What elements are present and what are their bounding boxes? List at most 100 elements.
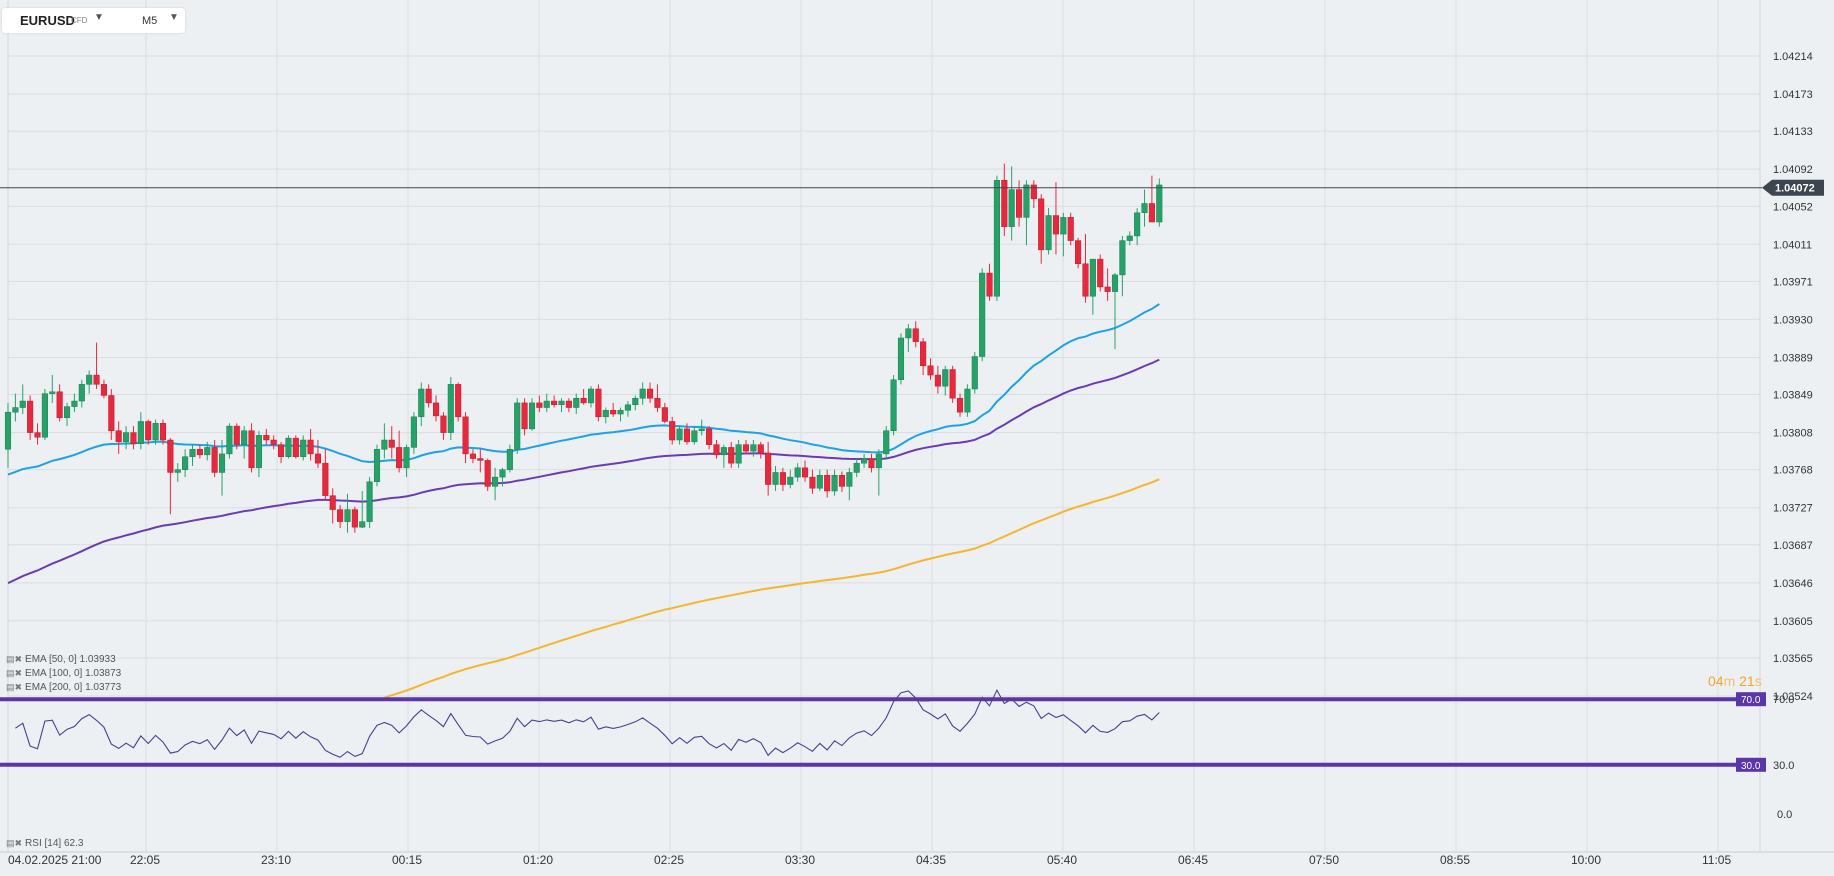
- price-axis[interactable]: 1.04214 1.04173 1.04133 1.04092 1.04052 1.040…: [0, 51, 1824, 703]
- candle[interactable]: [211, 440, 218, 478]
- candle[interactable]: [152, 419, 159, 445]
- candle[interactable]: [565, 398, 572, 413]
- candle[interactable]: [1001, 163, 1008, 236]
- candle[interactable]: [410, 412, 417, 454]
- candle[interactable]: [912, 321, 919, 348]
- candle[interactable]: [285, 435, 292, 459]
- candle[interactable]: [307, 428, 314, 461]
- settings-icon[interactable]: ▤✖: [6, 682, 23, 692]
- candle[interactable]: [831, 469, 838, 496]
- candle[interactable]: [632, 395, 639, 411]
- candle[interactable]: [182, 449, 189, 478]
- candle[interactable]: [1148, 175, 1155, 223]
- candle[interactable]: [905, 324, 912, 352]
- candle[interactable]: [647, 382, 654, 403]
- candle[interactable]: [86, 370, 93, 394]
- candle[interactable]: [742, 440, 750, 454]
- candle[interactable]: [167, 438, 174, 515]
- candle[interactable]: [573, 393, 580, 415]
- candle[interactable]: [942, 365, 949, 396]
- candle[interactable]: [204, 441, 211, 461]
- candle[interactable]: [100, 379, 107, 399]
- candle[interactable]: [883, 426, 890, 459]
- candle[interactable]: [720, 444, 727, 468]
- candle[interactable]: [373, 444, 381, 487]
- candle[interactable]: [41, 388, 48, 440]
- candle[interactable]: [1082, 234, 1089, 303]
- candle[interactable]: [846, 467, 853, 501]
- candle[interactable]: [425, 384, 432, 408]
- candle[interactable]: [255, 430, 262, 478]
- symbol-selector[interactable]: EURUSD CFD ▼ M5 ▼: [2, 8, 185, 33]
- candle[interactable]: [1126, 231, 1133, 246]
- candle[interactable]: [861, 453, 868, 468]
- candle[interactable]: [964, 384, 971, 417]
- candle[interactable]: [278, 441, 285, 464]
- candle[interactable]: [34, 423, 41, 445]
- candle[interactable]: [270, 435, 277, 450]
- candle[interactable]: [816, 469, 823, 492]
- candle[interactable]: [12, 393, 19, 422]
- candle[interactable]: [587, 386, 595, 408]
- candle[interactable]: [300, 435, 307, 461]
- candlestick-series[interactable]: [4, 163, 1163, 533]
- caret-down-icon[interactable]: ▼: [169, 12, 179, 23]
- candle[interactable]: [4, 402, 12, 468]
- candle[interactable]: [956, 393, 964, 417]
- candle[interactable]: [1119, 235, 1126, 297]
- candle[interactable]: [993, 175, 1000, 301]
- candle[interactable]: [920, 337, 927, 376]
- candle[interactable]: [654, 384, 661, 413]
- candle[interactable]: [1134, 208, 1141, 246]
- symbol-name[interactable]: EURUSD: [20, 13, 75, 28]
- candle[interactable]: [691, 426, 698, 445]
- settings-icon[interactable]: ▤✖: [6, 668, 23, 678]
- candle[interactable]: [1008, 166, 1015, 241]
- candle[interactable]: [1104, 268, 1111, 301]
- candle[interactable]: [196, 444, 203, 459]
- candle[interactable]: [71, 393, 78, 413]
- candle[interactable]: [897, 333, 905, 385]
- candle[interactable]: [440, 412, 447, 440]
- candle[interactable]: [432, 395, 440, 422]
- candle[interactable]: [455, 382, 462, 422]
- candle[interactable]: [669, 416, 676, 445]
- candle[interactable]: [602, 407, 609, 424]
- candle[interactable]: [292, 435, 299, 459]
- candle[interactable]: [1052, 182, 1060, 255]
- candle[interactable]: [1156, 178, 1163, 227]
- candle[interactable]: [78, 379, 85, 408]
- candle[interactable]: [56, 384, 63, 422]
- time-axis[interactable]: 04.02.2025 21:00 22:05 23:10 00:15 01:20 02:2…: [8, 853, 1731, 867]
- candle[interactable]: [1060, 212, 1067, 257]
- candle[interactable]: [875, 449, 882, 496]
- candle[interactable]: [447, 376, 454, 440]
- candle[interactable]: [27, 395, 34, 440]
- candle[interactable]: [986, 263, 993, 301]
- candle[interactable]: [735, 440, 742, 468]
- candle[interactable]: [314, 440, 322, 468]
- candle[interactable]: [750, 440, 757, 457]
- candle[interactable]: [787, 469, 794, 489]
- candle[interactable]: [418, 382, 425, 427]
- candle[interactable]: [853, 458, 860, 478]
- candle[interactable]: [492, 467, 499, 501]
- candle[interactable]: [115, 421, 122, 454]
- candle[interactable]: [123, 426, 130, 450]
- candle[interactable]: [772, 465, 779, 492]
- candle[interactable]: [130, 426, 137, 450]
- candle[interactable]: [218, 440, 226, 496]
- candle[interactable]: [351, 506, 358, 533]
- candle[interactable]: [757, 441, 764, 459]
- candle[interactable]: [949, 365, 956, 403]
- candle[interactable]: [536, 395, 543, 413]
- candle[interactable]: [934, 365, 941, 394]
- candle[interactable]: [1089, 258, 1096, 315]
- candle[interactable]: [676, 426, 683, 445]
- candle[interactable]: [1045, 208, 1052, 255]
- candle[interactable]: [528, 398, 536, 431]
- candle[interactable]: [19, 384, 26, 415]
- candle[interactable]: [381, 423, 388, 459]
- candle[interactable]: [838, 471, 845, 492]
- candle[interactable]: [698, 419, 705, 436]
